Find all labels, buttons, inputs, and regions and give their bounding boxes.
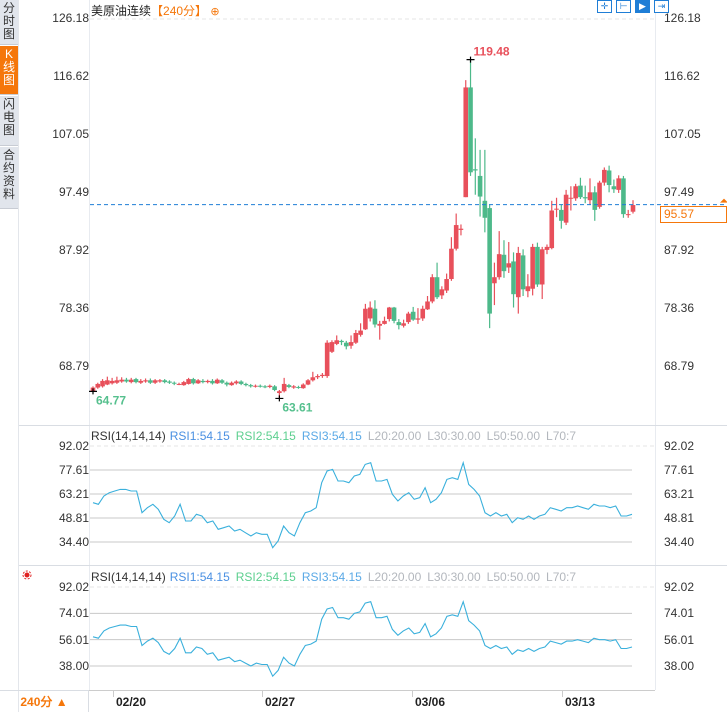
x-tick-label: 02/20: [116, 695, 147, 709]
rsi-tick-right: 56.01: [664, 633, 695, 647]
price-tick-left: 78.36: [58, 301, 89, 315]
x-tick-mark: [562, 691, 563, 697]
price-tick-left: 97.49: [58, 185, 89, 199]
price-tick-left: 68.79: [58, 359, 89, 373]
rsi2-value: RSI2:54.15: [235, 570, 296, 584]
plot-right-border: [655, 0, 656, 690]
l70-value: L70:7: [546, 429, 577, 443]
add-indicator-icon[interactable]: ⊕: [210, 6, 220, 18]
price-tick-right: 87.92: [664, 243, 695, 257]
rsi-tick-right: 34.40: [664, 535, 695, 549]
rsi-tick-right: 92.02: [664, 439, 695, 453]
rsi-tick-left: 48.81: [58, 511, 89, 525]
rsi3-value: RSI3:54.15: [301, 570, 362, 584]
l50-value: L50:50.00: [486, 570, 541, 584]
x-tick-label: 02/27: [265, 695, 296, 709]
instrument-name: 美原油连续: [91, 4, 152, 18]
x-tick-mark: [412, 691, 413, 697]
chart-toolbar: ✛ ⊢ ▶ ⇥: [597, 0, 669, 13]
go-latest-icon[interactable]: ⇥: [654, 0, 669, 13]
x-tick-label: 03/06: [415, 695, 446, 709]
tab-intraday[interactable]: 分时图: [0, 0, 18, 45]
price-tick-right: 68.79: [664, 359, 695, 373]
rsi-tick-right: 74.01: [664, 606, 695, 620]
x-tick-mark: [113, 691, 114, 697]
rsi-tick-right: 92.02: [664, 580, 695, 594]
rsi3-value: RSI3:54.15: [301, 429, 362, 443]
rsi1-value: RSI1:54.15: [169, 429, 230, 443]
l20-value: L20:20.00: [367, 429, 422, 443]
svg-text:64.77: 64.77: [96, 393, 126, 407]
rsi-tick-right: 77.61: [664, 463, 695, 477]
price-tick-right: 107.05: [664, 127, 701, 141]
rsi-tick-left: 92.02: [58, 439, 89, 453]
price-tick-left: 126.18: [52, 11, 89, 25]
price-tick-left: 116.62: [53, 69, 89, 83]
svg-text:119.48: 119.48: [474, 45, 510, 59]
price-tick-left: 87.92: [58, 243, 89, 257]
svg-text:63.61: 63.61: [282, 400, 312, 414]
price-tick-right: 97.49: [664, 185, 695, 199]
l70-value: L70:7: [546, 570, 577, 584]
price-tick-left: 107.05: [52, 127, 89, 141]
rsi-tick-right: 38.00: [664, 659, 695, 673]
rsi-name: RSI(14,14,14): [91, 570, 166, 584]
rsi-tick-left: 92.02: [58, 580, 89, 594]
left-axis-border: [18, 0, 19, 712]
l30-value: L30:30.00: [427, 570, 481, 584]
crosshair-icon[interactable]: ✛: [597, 0, 612, 13]
sidebar: 分时图 K线图 闪电图 合约资料: [0, 0, 18, 712]
play-icon[interactable]: ▶: [635, 0, 650, 13]
period-label: 【240分】: [151, 4, 208, 18]
tab-kline[interactable]: K线图: [0, 46, 18, 95]
rsi-tick-left: 56.01: [58, 633, 89, 647]
rsi-tick-left: 74.01: [58, 606, 89, 620]
l20-value: L20:20.00: [367, 570, 422, 584]
x-tick-mark: [262, 691, 263, 697]
l50-value: L50:50.00: [486, 429, 541, 443]
x-tick-label: 03/13: [565, 695, 596, 709]
price-tick-right: 78.36: [664, 301, 695, 315]
panel-separator: [19, 565, 727, 566]
price-tick-right: 126.18: [664, 11, 701, 25]
zoom-range-icon[interactable]: ⊢: [616, 0, 631, 13]
rsi-tick-left: 38.00: [58, 659, 89, 673]
rsi-legend-2: RSI(14,14,14) RSI1:54.15 RSI2:54.15 RSI3:54…: [91, 570, 576, 584]
rsi-tick-left: 34.40: [58, 535, 89, 549]
x-axis: 02/20 02/27 03/06 03/13: [89, 690, 655, 712]
rsi1-value: RSI1:54.15: [169, 570, 230, 584]
rsi-tick-right: 63.21: [664, 487, 695, 501]
rsi2-value: RSI2:54.15: [235, 429, 296, 443]
tab-contract-info[interactable]: 合约资料: [0, 147, 18, 209]
plot-left-border: [89, 0, 90, 690]
period-selector[interactable]: 240分 ▲: [0, 690, 89, 712]
l30-value: L30:30.00: [427, 429, 481, 443]
rsi-tick-right: 48.81: [664, 511, 695, 525]
rsi-tick-left: 77.61: [58, 463, 89, 477]
settings-icon[interactable]: [20, 568, 34, 582]
panel-separator: [19, 425, 727, 426]
rsi-legend-1: RSI(14,14,14) RSI1:54.15 RSI2:54.15 RSI3:54…: [91, 429, 576, 443]
chart-title: 美原油连续【240分】 ⊕: [91, 2, 220, 19]
price-tick-right: 116.62: [664, 69, 700, 83]
rsi-tick-left: 63.21: [58, 487, 89, 501]
tab-flash[interactable]: 闪电图: [0, 96, 18, 146]
rsi-name: RSI(14,14,14): [91, 429, 166, 443]
current-price-tag: 95.57: [660, 206, 727, 223]
